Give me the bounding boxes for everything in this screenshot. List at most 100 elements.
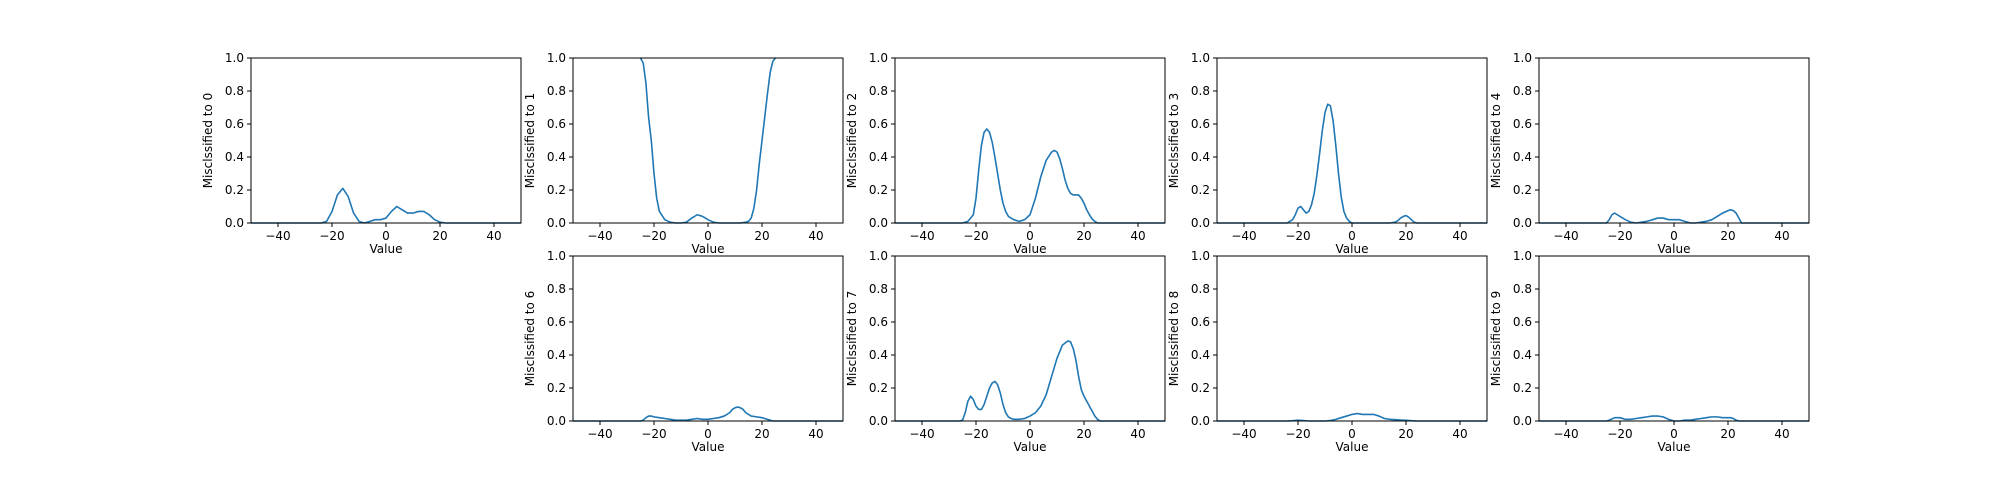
y-tick-label: 1.0 — [1513, 51, 1532, 65]
y-tick-label: 0.8 — [547, 282, 566, 296]
y-tick-label: 0.0 — [1191, 216, 1210, 230]
y-tick-label: 1.0 — [1191, 51, 1210, 65]
y-tick-label: 0.8 — [547, 84, 566, 98]
axes-frame — [572, 255, 844, 422]
x-axis-label: Value — [1658, 242, 1691, 256]
x-tick-label: −20 — [1285, 229, 1310, 243]
y-tick-label: 0.8 — [869, 282, 888, 296]
axes-frame — [894, 255, 1166, 422]
y-tick-label: 0.6 — [869, 117, 888, 131]
y-tick-label: 0.2 — [547, 183, 566, 197]
x-tick-label: 40 — [1774, 229, 1789, 243]
axes-frame — [1538, 57, 1810, 224]
series-line-4-0 — [1539, 209, 1809, 224]
x-tick-label: −40 — [1231, 229, 1256, 243]
y-tick-label: 0.8 — [1191, 282, 1210, 296]
y-tick-label: 0.0 — [1513, 216, 1532, 230]
y-tick-label: 0.8 — [869, 84, 888, 98]
x-tick-label: −20 — [319, 229, 344, 243]
y-tick-label: 0.8 — [225, 84, 244, 98]
y-tick-label: 0.0 — [869, 414, 888, 428]
x-tick-label: −20 — [1285, 427, 1310, 441]
x-axis-label: Value — [1658, 440, 1691, 454]
y-tick-label: 0.4 — [869, 150, 888, 164]
x-tick-label: 20 — [1720, 229, 1735, 243]
y-tick-label: 1.0 — [547, 51, 566, 65]
y-tick-label: 0.4 — [225, 150, 244, 164]
y-axis-label: Misclssified to 7 — [845, 291, 859, 387]
subplot-7: −40 −20 0 20 40 0.0 0.2 0.4 0.6 0.8 1.0 Value Miscls… — [1167, 249, 1488, 454]
y-tick-label: 0.2 — [1513, 183, 1532, 197]
x-tick-label: 20 — [754, 427, 769, 441]
x-tick-label: 0 — [1348, 427, 1356, 441]
y-tick-label: 1.0 — [547, 249, 566, 263]
y-tick-label: 0.2 — [1191, 381, 1210, 395]
y-tick-label: 0.4 — [547, 348, 566, 362]
x-tick-label: 0 — [1670, 427, 1678, 441]
y-tick-label: 0.2 — [869, 183, 888, 197]
y-tick-label: 0.2 — [225, 183, 244, 197]
y-tick-label: 1.0 — [225, 51, 244, 65]
y-axis-label: Misclssified to 9 — [1489, 291, 1503, 387]
x-axis-label: Value — [1014, 242, 1047, 256]
y-axis-label: Misclssified to 0 — [201, 93, 215, 189]
y-tick-label: 0.2 — [1513, 381, 1532, 395]
y-axis-label: Misclssified to 3 — [1167, 93, 1181, 189]
subplot-5: −40 −20 0 20 40 0.0 0.2 0.4 0.6 0.8 1.0 Value Miscls… — [523, 249, 844, 454]
y-tick-label: 0.6 — [869, 315, 888, 329]
x-tick-label: 20 — [1720, 427, 1735, 441]
y-tick-label: 0.6 — [547, 315, 566, 329]
x-tick-label: −40 — [1553, 229, 1578, 243]
x-tick-label: −20 — [963, 427, 988, 441]
x-tick-label: 20 — [432, 229, 447, 243]
x-tick-label: 0 — [382, 229, 390, 243]
y-tick-label: 1.0 — [1513, 249, 1532, 263]
x-tick-label: −40 — [587, 229, 612, 243]
x-tick-label: 0 — [1026, 427, 1034, 441]
y-tick-label: 0.2 — [547, 381, 566, 395]
x-tick-label: −40 — [587, 427, 612, 441]
y-tick-label: 0.0 — [547, 414, 566, 428]
y-tick-label: 0.6 — [1191, 315, 1210, 329]
x-tick-label: 0 — [1670, 229, 1678, 243]
x-tick-label: −40 — [909, 229, 934, 243]
y-axis-label: Misclssified to 1 — [523, 93, 537, 189]
axes-frame — [1216, 255, 1488, 422]
x-axis-label: Value — [1336, 440, 1369, 454]
y-axis-label: Misclssified to 6 — [523, 291, 537, 387]
series-line-7-0 — [1217, 412, 1487, 422]
series-line-1-0 — [639, 57, 777, 224]
x-tick-label: 20 — [754, 229, 769, 243]
series-line-0-0 — [251, 187, 521, 224]
x-tick-label: 0 — [704, 229, 712, 243]
x-tick-label: −20 — [641, 427, 666, 441]
y-tick-label: 0.4 — [1513, 150, 1532, 164]
y-tick-label: 0.8 — [1191, 84, 1210, 98]
series-line-2-0 — [895, 128, 1165, 224]
x-tick-label: 0 — [1348, 229, 1356, 243]
y-tick-label: 0.4 — [1191, 150, 1210, 164]
subplot-0: −40 −20 0 20 40 0.0 0.2 0.4 0.6 0.8 1.0 Value Miscls… — [201, 51, 522, 256]
y-tick-label: 0.8 — [1513, 282, 1532, 296]
subplot-6: −40 −20 0 20 40 0.0 0.2 0.4 0.6 0.8 1.0 Value Miscls… — [845, 249, 1166, 454]
x-tick-label: 40 — [1774, 427, 1789, 441]
y-tick-label: 0.2 — [869, 381, 888, 395]
series-line-8-0 — [1539, 415, 1809, 422]
x-tick-label: 0 — [704, 427, 712, 441]
x-tick-label: −20 — [963, 229, 988, 243]
x-axis-label: Value — [692, 242, 725, 256]
y-axis-label: Misclssified to 4 — [1489, 93, 1503, 189]
y-tick-label: 0.4 — [547, 150, 566, 164]
x-axis-label: Value — [1336, 242, 1369, 256]
x-tick-label: 40 — [486, 229, 501, 243]
y-tick-label: 1.0 — [1191, 249, 1210, 263]
y-tick-label: 0.6 — [547, 117, 566, 131]
y-axis-label: Misclssified to 2 — [845, 93, 859, 189]
y-tick-label: 0.4 — [1513, 348, 1532, 362]
series-line-3-0 — [1217, 103, 1487, 224]
y-tick-label: 0.6 — [225, 117, 244, 131]
x-axis-label: Value — [692, 440, 725, 454]
x-tick-label: 20 — [1398, 229, 1413, 243]
x-tick-label: −20 — [1607, 427, 1632, 441]
x-tick-label: −40 — [1553, 427, 1578, 441]
